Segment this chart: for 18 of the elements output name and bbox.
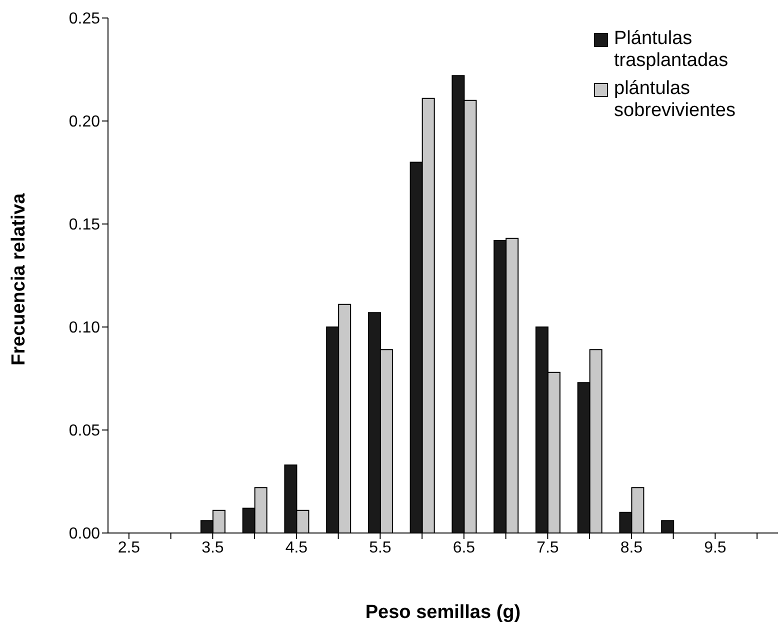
x-tick-label: 6.5 bbox=[452, 539, 476, 556]
legend-label: Plántulas trasplantadas bbox=[614, 28, 730, 72]
legend-label: plántulas sobrevivientes bbox=[614, 78, 736, 122]
x-tick-label: 8.5 bbox=[620, 539, 643, 556]
x-axis-title: Peso semillas (g) bbox=[365, 602, 521, 623]
x-tick-label: 3.5 bbox=[202, 539, 224, 556]
y-axis-title: Frecuencia relativa bbox=[8, 192, 30, 366]
y-tick-label: 0.20 bbox=[68, 114, 100, 131]
x-tick-label: 5.5 bbox=[369, 539, 392, 556]
y-tick-label: 0.10 bbox=[68, 320, 100, 337]
x-tick-label: 7.5 bbox=[536, 539, 559, 556]
y-tick-label: 0.05 bbox=[68, 422, 100, 440]
x-tick-label: 9.5 bbox=[704, 539, 726, 556]
x-tick-label: 2.5 bbox=[118, 539, 140, 556]
y-tick-label: 0.25 bbox=[68, 10, 100, 28]
x-tick-label: 4.5 bbox=[285, 539, 308, 556]
y-tick-label: 0.00 bbox=[68, 526, 100, 543]
y-tick-label: 0.15 bbox=[68, 216, 100, 234]
